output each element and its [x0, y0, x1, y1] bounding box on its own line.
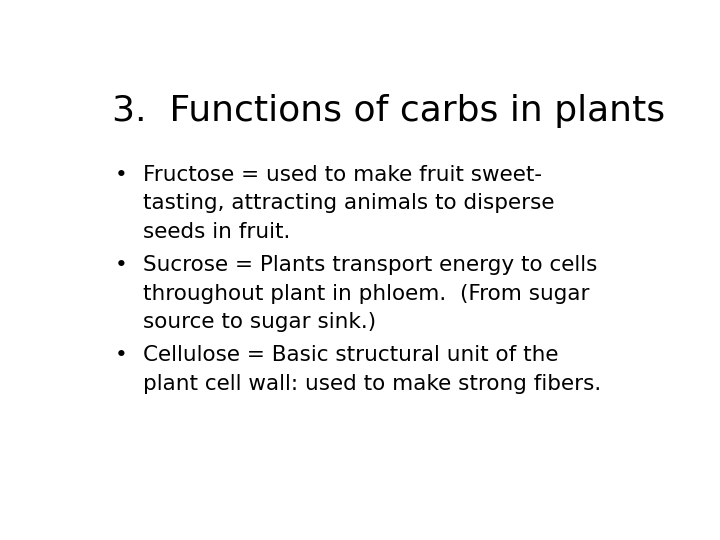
Text: Sucrose = Plants transport energy to cells: Sucrose = Plants transport energy to cel…: [143, 255, 598, 275]
Text: throughout plant in phloem.  (From sugar: throughout plant in phloem. (From sugar: [143, 284, 590, 303]
Text: •: •: [115, 346, 128, 366]
Text: •: •: [115, 255, 128, 275]
Text: seeds in fruit.: seeds in fruit.: [143, 221, 290, 241]
Text: Fructose = used to make fruit sweet-: Fructose = used to make fruit sweet-: [143, 165, 542, 185]
Text: •: •: [115, 165, 128, 185]
Text: 3.  Functions of carbs in plants: 3. Functions of carbs in plants: [112, 94, 665, 128]
Text: tasting, attracting animals to disperse: tasting, attracting animals to disperse: [143, 193, 554, 213]
Text: Cellulose = Basic structural unit of the: Cellulose = Basic structural unit of the: [143, 346, 559, 366]
Text: plant cell wall: used to make strong fibers.: plant cell wall: used to make strong fib…: [143, 374, 601, 394]
Text: source to sugar sink.): source to sugar sink.): [143, 312, 376, 332]
